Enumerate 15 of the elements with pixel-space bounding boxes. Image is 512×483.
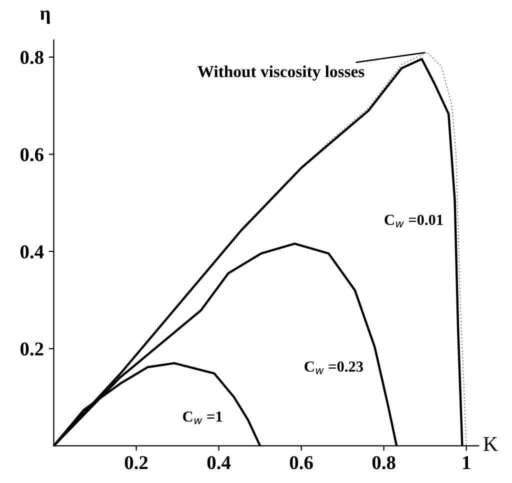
x-tick-label: 1 xyxy=(463,456,470,470)
y-tick-label: 0.2 xyxy=(20,342,44,356)
series-label: C$_{w}$ =1 xyxy=(183,411,222,424)
x-tick-label: 0.8 xyxy=(372,456,396,470)
x-tick-label: 0.2 xyxy=(124,456,148,470)
y-tick-label: 0.8 xyxy=(20,50,44,64)
series-label: Without viscosity losses xyxy=(198,65,364,81)
x-axis-title: K xyxy=(484,437,498,451)
x-tick-label: 0.4 xyxy=(207,456,231,470)
series-label: C$_{w}$ =0.23 xyxy=(304,361,363,374)
series-label: C$_{w}$ =0.01 xyxy=(384,214,443,228)
y-tick-label: 0.6 xyxy=(20,148,44,162)
y-axis-title: η xyxy=(40,10,50,24)
x-tick-label: 0.6 xyxy=(290,456,313,470)
y-tick-label: 0.4 xyxy=(20,245,44,258)
